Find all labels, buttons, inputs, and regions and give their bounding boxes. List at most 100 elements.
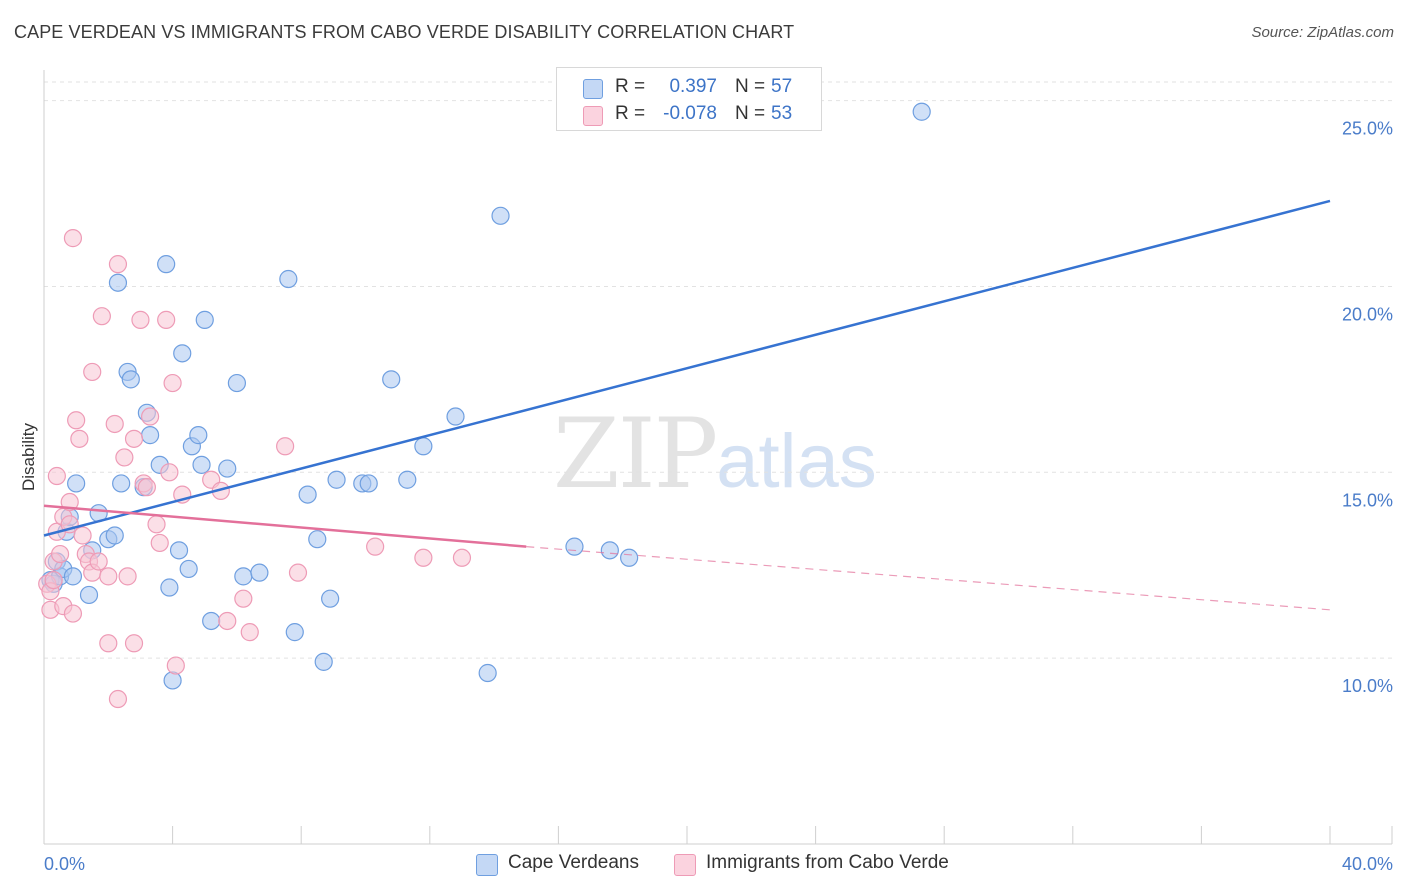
r-value: 0.397 xyxy=(669,76,717,97)
immigrant-point xyxy=(166,656,185,675)
legend-swatch-pink xyxy=(674,854,696,876)
cape-verdean-point xyxy=(157,255,176,274)
cape-verdean-point xyxy=(620,548,639,567)
y-axis-title: Disability xyxy=(19,422,38,491)
immigrant-point xyxy=(137,478,156,497)
x-tick-label: 40.0% xyxy=(1342,854,1393,874)
watermark: ZIPatlas xyxy=(553,398,877,510)
immigrant-point xyxy=(124,634,144,653)
x-tick-label: 0.0% xyxy=(44,854,85,874)
cape-verdean-point xyxy=(192,455,211,474)
n-value: 57 xyxy=(771,76,793,97)
n-label: N = xyxy=(735,76,766,97)
cape-verdean-point xyxy=(79,585,99,605)
cape-verdean-point xyxy=(234,567,253,586)
correlation-legend: R = 0.397 N = 57 R = -0.078 N = 53 xyxy=(556,67,822,131)
cape-verdean-point xyxy=(279,269,298,289)
immigrant-point xyxy=(83,362,102,382)
immigrant-point xyxy=(157,310,176,329)
cape-verdean-point xyxy=(105,526,124,545)
immigrant-point xyxy=(163,373,182,393)
n-label: N = xyxy=(735,103,766,124)
immigrant-point xyxy=(99,567,118,586)
immigrant-point xyxy=(108,255,128,274)
y-tick-label: 15.0% xyxy=(1342,490,1393,510)
immigrant-point xyxy=(73,526,92,545)
immigrant-point xyxy=(108,689,128,709)
cape-verdean-point xyxy=(478,663,497,683)
cape-verdean-point xyxy=(912,102,931,121)
cape-verdean-point xyxy=(218,459,237,478)
immigrant-point xyxy=(140,407,160,426)
trend-lines xyxy=(43,199,1331,611)
cape-verdean-point xyxy=(308,530,327,549)
immigrant-point xyxy=(276,437,295,456)
cape-verdean-point xyxy=(382,370,401,389)
immigrant-point xyxy=(89,552,108,571)
legend-swatch-blue xyxy=(583,79,603,99)
series-legend: Cape Verdeans Immigrants from Cabo Verde xyxy=(0,852,1406,878)
immigrant-point xyxy=(115,448,134,467)
cape-verdean-point xyxy=(202,611,221,631)
cape-verdean-point xyxy=(414,437,433,456)
immigrant-point xyxy=(99,634,118,653)
cape-verdean-point xyxy=(227,373,246,393)
cape-verdean-point xyxy=(195,310,214,329)
r-value: -0.078 xyxy=(663,103,717,124)
cape-verdean-point xyxy=(314,652,333,671)
immigrant-point xyxy=(150,533,169,553)
cape-verdean-point xyxy=(163,671,182,690)
y-tick-label: 20.0% xyxy=(1342,304,1393,324)
cape-verdean-point xyxy=(491,206,510,225)
immigrant-point xyxy=(288,563,308,582)
immigrant-point xyxy=(63,229,83,248)
immigrant-point xyxy=(218,611,237,631)
cape-verdean-point xyxy=(359,474,378,493)
cape-verdean-point xyxy=(298,485,317,504)
cape-verdean-point xyxy=(250,563,269,582)
immigrant-trend-line xyxy=(43,504,527,548)
cape-verdean-point xyxy=(160,578,179,597)
cape-verdean-point xyxy=(108,273,128,292)
immigrant-point xyxy=(240,623,259,642)
immigrant-point xyxy=(131,310,150,329)
immigrant-point xyxy=(160,463,179,482)
immigrant-point xyxy=(234,589,253,608)
legend-swatch-pink xyxy=(583,106,603,126)
cape-verdean-point xyxy=(112,474,131,493)
legend-label: Cape Verdeans xyxy=(508,852,639,873)
cape-verdean-point xyxy=(446,407,465,426)
immigrant-trend-extension xyxy=(526,546,1331,611)
immigrant-point xyxy=(147,515,166,534)
cape-verdean-point xyxy=(179,559,198,579)
y-tick-label: 25.0% xyxy=(1342,119,1393,139)
immigrant-point xyxy=(124,429,144,448)
cape-verdean-point xyxy=(285,623,304,642)
r-label: R = xyxy=(615,103,646,124)
legend-swatch-blue xyxy=(476,854,498,876)
legend-row-immigrants: R = -0.078 N = 53 xyxy=(557,100,821,128)
cape-verdean-point xyxy=(398,470,417,489)
axes xyxy=(43,70,1393,845)
source-label: Source: ZipAtlas.com xyxy=(1251,24,1394,41)
watermark-atlas: atlas xyxy=(716,419,877,504)
immigrant-point xyxy=(414,548,433,567)
watermark-zip: ZIP xyxy=(553,398,718,510)
cape-verdean-point xyxy=(169,541,189,560)
immigrant-point xyxy=(60,492,79,512)
cape-verdean-point xyxy=(121,370,140,389)
immigrant-point xyxy=(105,414,124,434)
immigrant-point xyxy=(67,411,86,430)
cape-verdean-point xyxy=(565,537,584,556)
y-tick-label: 10.0% xyxy=(1342,676,1393,696)
immigrant-point xyxy=(92,307,111,326)
immigrant-point xyxy=(50,544,70,564)
immigrant-point xyxy=(366,537,385,556)
cape-verdean-point xyxy=(173,344,192,363)
legend-label: Immigrants from Cabo Verde xyxy=(706,852,949,873)
cape-verdean-point xyxy=(63,567,83,586)
cape-verdean-point xyxy=(140,426,160,445)
immigrant-point xyxy=(118,567,137,586)
r-label: R = xyxy=(615,76,646,97)
